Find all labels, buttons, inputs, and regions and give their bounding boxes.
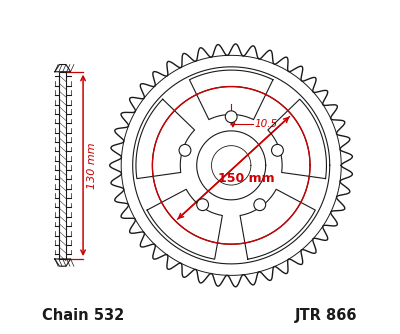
Text: 130 mm: 130 mm <box>87 142 97 189</box>
Circle shape <box>272 144 283 156</box>
Circle shape <box>254 199 266 211</box>
Text: JTR 866: JTR 866 <box>295 308 358 323</box>
Circle shape <box>197 199 208 211</box>
Bar <box>60 72 66 259</box>
Text: Chain 532: Chain 532 <box>42 308 124 323</box>
Circle shape <box>179 144 191 156</box>
Text: 10.5: 10.5 <box>254 119 277 129</box>
Circle shape <box>225 111 237 123</box>
Text: 150 mm: 150 mm <box>218 172 275 185</box>
